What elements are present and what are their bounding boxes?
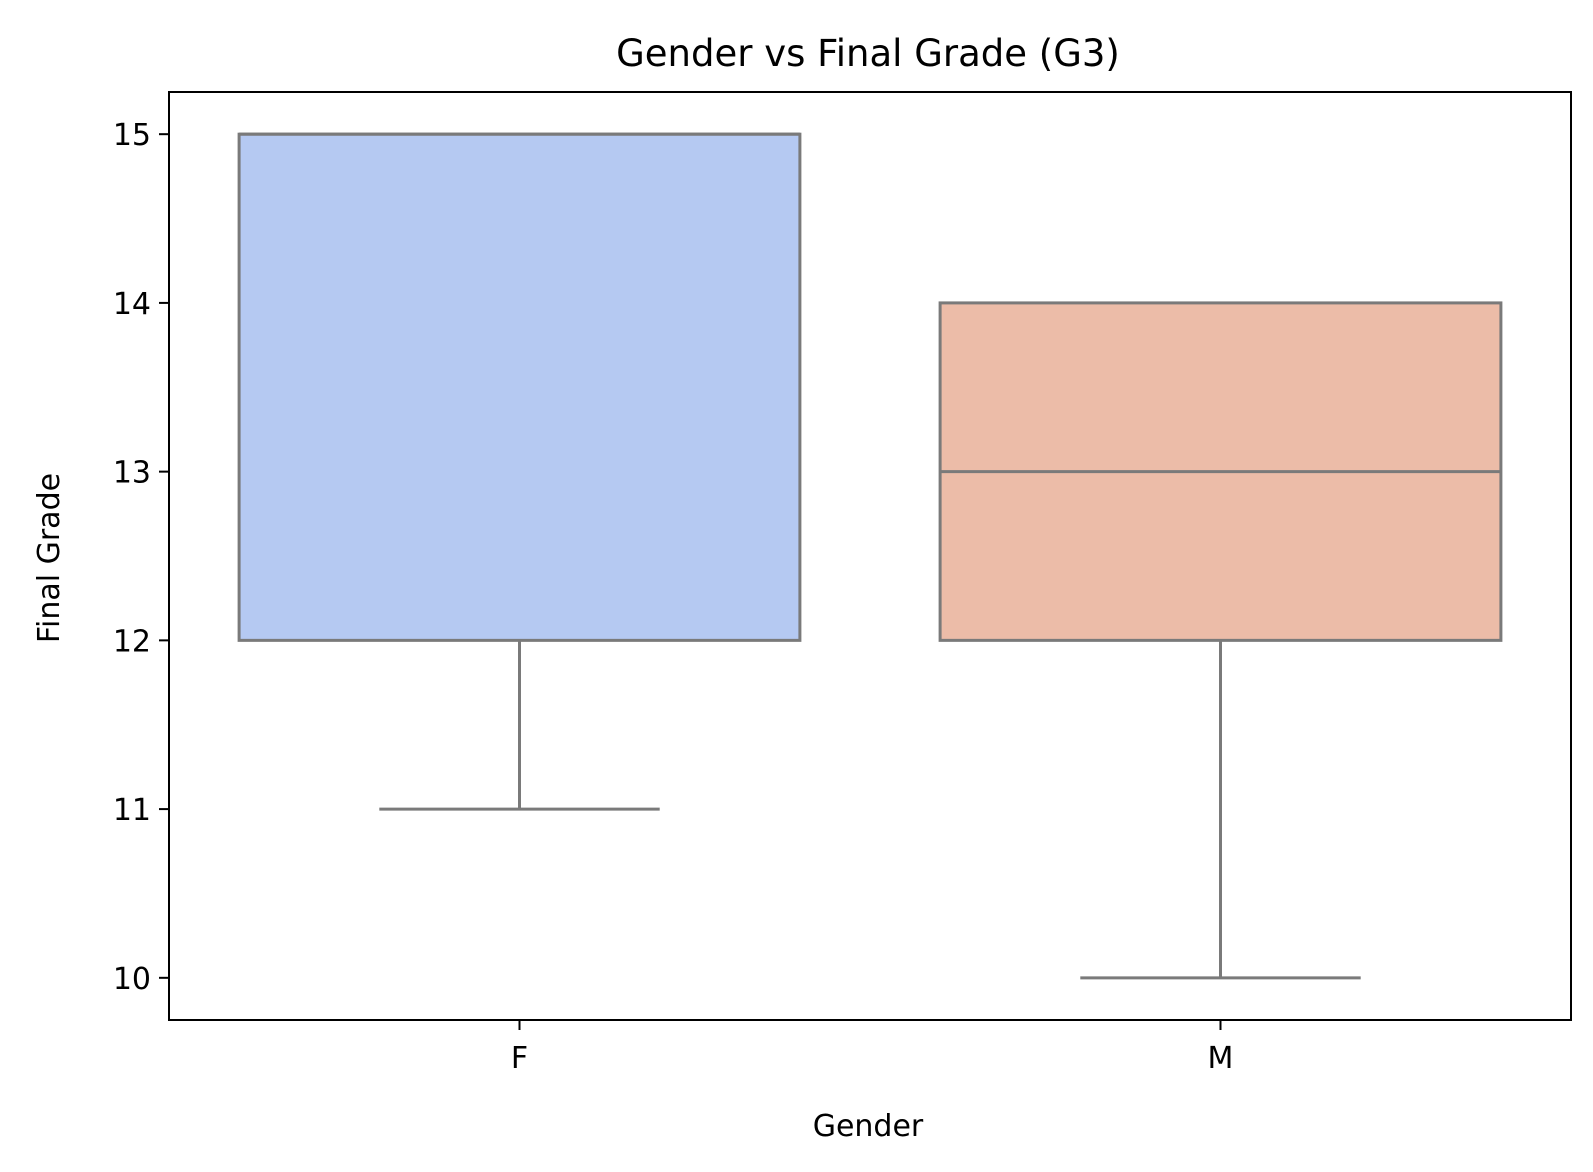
y-tick-label-12: 12	[113, 624, 151, 659]
x-tick-label-f: F	[511, 1041, 528, 1076]
y-axis: 10 11 12 13 14 15	[113, 118, 169, 997]
box-group-f	[237, 132, 802, 811]
plot-frame	[168, 91, 1572, 1021]
y-axis-label: Final Grade	[32, 473, 67, 643]
box-group-m	[938, 301, 1503, 980]
y-tick-label-13: 13	[113, 456, 151, 491]
x-tick-label-m: M	[1208, 1041, 1234, 1076]
chart-title: Gender vs Final Grade (G3)	[616, 32, 1120, 75]
plot-area	[237, 132, 1503, 980]
y-tick-label-14: 14	[113, 287, 151, 322]
box-f	[237, 132, 802, 642]
y-tick-label-11: 11	[113, 793, 151, 828]
x-axis-label: Gender	[813, 1109, 924, 1144]
y-tick-label-10: 10	[113, 962, 151, 997]
y-tick-label-15: 15	[113, 118, 151, 153]
